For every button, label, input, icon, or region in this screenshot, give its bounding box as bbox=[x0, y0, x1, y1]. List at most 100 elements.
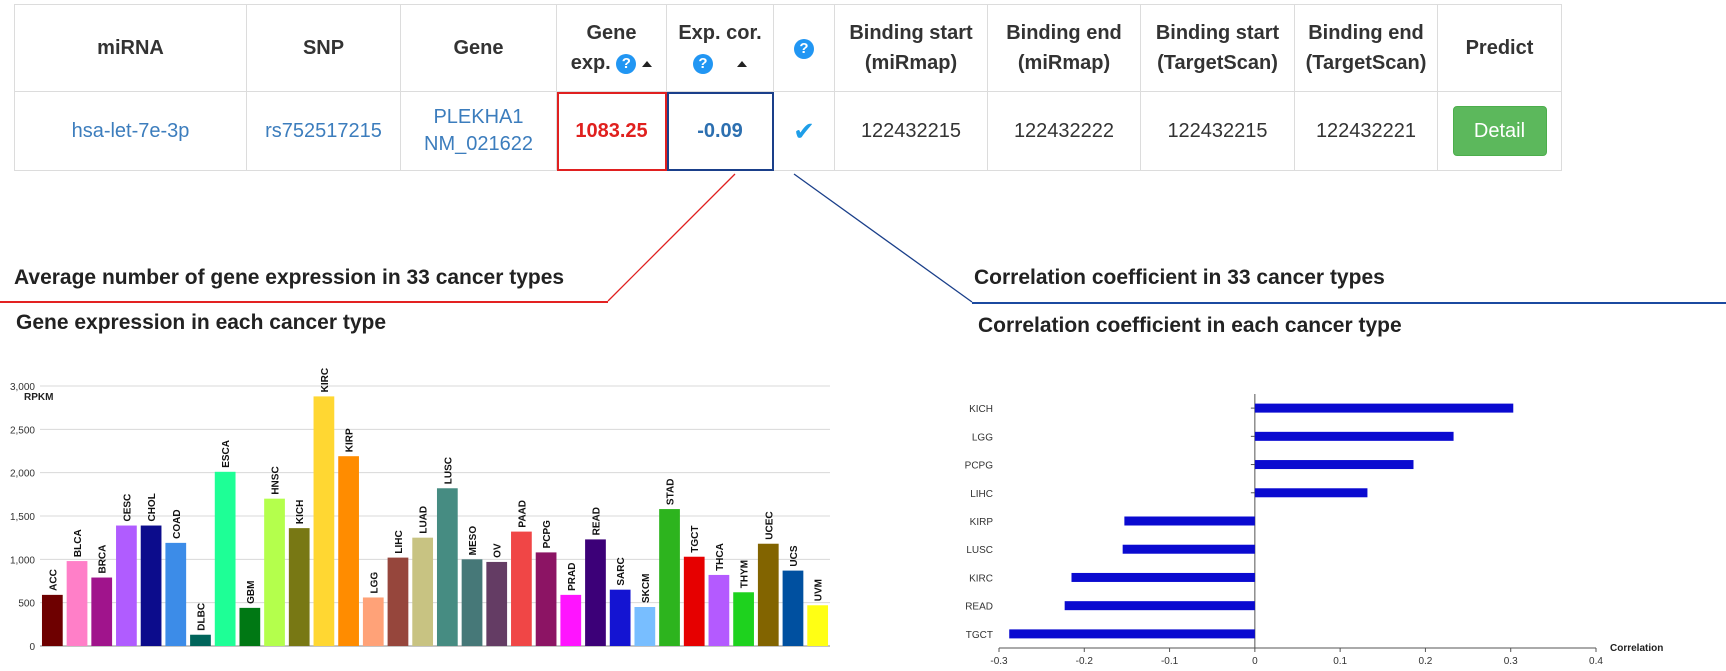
bar bbox=[634, 607, 656, 646]
bar-label: SARC bbox=[616, 557, 627, 585]
gene-transcript-link[interactable]: NM_021622 bbox=[424, 133, 533, 155]
bar-label: OV bbox=[493, 543, 504, 558]
bar bbox=[66, 561, 88, 646]
bar-label: UVM bbox=[814, 579, 825, 601]
snp-link[interactable]: rs752517215 bbox=[265, 119, 382, 142]
bar-label: KIRC bbox=[320, 368, 331, 392]
mirna-link[interactable]: hsa-let-7e-3p bbox=[71, 119, 190, 142]
header-line: (TargetScan) bbox=[1157, 52, 1278, 74]
bar bbox=[91, 577, 113, 646]
bar-label: CESC bbox=[122, 494, 133, 522]
question-circle-icon[interactable]: ? bbox=[693, 53, 713, 74]
header-binding-end-targetscan: Binding end (TargetScan) bbox=[1294, 4, 1438, 92]
bar bbox=[1124, 516, 1255, 526]
bar bbox=[1009, 629, 1255, 639]
bar bbox=[1254, 431, 1454, 441]
category-label: LUSC bbox=[966, 545, 993, 556]
bar-label: ESCA bbox=[221, 440, 232, 468]
cell-check: ✔ bbox=[773, 91, 835, 171]
bar bbox=[708, 574, 730, 646]
bar bbox=[412, 537, 434, 646]
bar-label: PAAD bbox=[517, 500, 528, 528]
category-label: KIRC bbox=[969, 573, 993, 584]
bar-label: LUAD bbox=[419, 506, 430, 534]
category-label: PCPG bbox=[965, 461, 994, 472]
detail-button[interactable]: Detail bbox=[1452, 106, 1547, 156]
bar-label: STAD bbox=[666, 479, 677, 505]
y-tick-label: 2,000 bbox=[10, 469, 35, 480]
bar bbox=[362, 597, 384, 646]
header-line: (TargetScan) bbox=[1305, 52, 1427, 74]
header-line: (miRmap) bbox=[1017, 52, 1111, 74]
category-label: LGG bbox=[972, 432, 993, 443]
bar bbox=[1254, 460, 1414, 470]
y-tick-label: 2,500 bbox=[10, 425, 35, 436]
header-predict: Predict bbox=[1437, 4, 1562, 92]
bar-label: BRCA bbox=[98, 545, 109, 574]
header-exp-cor-label: Exp. cor. bbox=[678, 22, 762, 44]
bar bbox=[313, 396, 335, 646]
x-tick-label: -0.2 bbox=[1076, 656, 1094, 667]
bar-label: MESO bbox=[468, 526, 479, 556]
bar bbox=[683, 556, 705, 646]
red-divider bbox=[0, 301, 608, 303]
bar bbox=[585, 539, 606, 646]
bar bbox=[535, 552, 557, 646]
question-circle-icon[interactable]: ? bbox=[616, 53, 637, 74]
header-line: Binding start bbox=[1155, 22, 1280, 44]
bar bbox=[387, 557, 409, 646]
y-tick-label: 500 bbox=[18, 599, 35, 610]
header-line: Binding end bbox=[1308, 22, 1424, 44]
exp-cor-value[interactable]: -0.09 bbox=[666, 91, 774, 171]
cell-snp[interactable]: rs752517215 bbox=[246, 91, 401, 171]
bar bbox=[609, 589, 631, 646]
binding-end-targetscan-value: 122432221 bbox=[1294, 91, 1438, 171]
header-snp: SNP bbox=[246, 4, 401, 92]
cell-gene[interactable]: PLEKHA1 NM_021622 bbox=[400, 91, 557, 171]
header-binding-start-targetscan: Binding start (TargetScan) bbox=[1140, 4, 1295, 92]
y-tick-label: 1,000 bbox=[10, 555, 35, 566]
cell-predict[interactable]: Detail bbox=[1437, 91, 1562, 171]
bar-label: ACC bbox=[48, 569, 59, 591]
category-label: TGCT bbox=[966, 630, 993, 641]
bar bbox=[1071, 572, 1255, 582]
bar bbox=[165, 542, 187, 646]
bar bbox=[264, 498, 285, 646]
bar bbox=[338, 456, 359, 646]
header-binding-end-mirmap: Binding end (miRmap) bbox=[987, 4, 1141, 92]
bar bbox=[190, 634, 211, 646]
x-tick-label: 0.2 bbox=[1418, 656, 1432, 667]
sort-ascending-icon[interactable] bbox=[737, 60, 747, 67]
gene-exp-value[interactable]: 1083.25 bbox=[556, 91, 667, 171]
question-circle-icon[interactable]: ? bbox=[794, 38, 814, 59]
binding-start-targetscan-value: 122432215 bbox=[1140, 91, 1295, 171]
header-gene-exp-line1: Gene bbox=[586, 22, 637, 44]
bar bbox=[486, 561, 508, 646]
x-tick-label: 0.1 bbox=[1333, 656, 1347, 667]
sort-ascending-icon[interactable] bbox=[642, 60, 653, 67]
bar-label: COAD bbox=[172, 509, 183, 538]
table-row: hsa-let-7e-3p rs752517215 PLEKHA1 NM_021… bbox=[14, 91, 1562, 171]
y-tick-label: 3,000 bbox=[10, 382, 35, 393]
gene-expression-chart-title: Gene expression in each cancer type bbox=[16, 311, 387, 334]
bar-label: KIRP bbox=[345, 428, 356, 452]
cell-mirna[interactable]: hsa-let-7e-3p bbox=[14, 91, 247, 171]
category-label: LIHC bbox=[970, 489, 993, 500]
header-snp-label: SNP bbox=[302, 37, 345, 59]
bar bbox=[436, 488, 458, 646]
header-mirna: miRNA bbox=[14, 4, 247, 92]
bar bbox=[733, 592, 754, 646]
bar-label: PCPG bbox=[542, 520, 553, 549]
bar-label: DLBC bbox=[196, 603, 207, 631]
header-gene-exp[interactable]: Gene exp. ? bbox=[556, 4, 667, 92]
gene-symbol-link[interactable]: PLEKHA1 bbox=[433, 106, 524, 128]
bar bbox=[807, 605, 829, 646]
header-line: Binding end bbox=[1006, 22, 1122, 44]
bar-label: READ bbox=[591, 507, 602, 535]
bar bbox=[1254, 403, 1514, 413]
header-exp-cor[interactable]: Exp. cor. ? bbox=[666, 4, 774, 92]
bar-label: THCA bbox=[715, 543, 726, 571]
x-tick-label: 0 bbox=[1252, 656, 1258, 667]
bar-label: UCEC bbox=[764, 511, 775, 539]
